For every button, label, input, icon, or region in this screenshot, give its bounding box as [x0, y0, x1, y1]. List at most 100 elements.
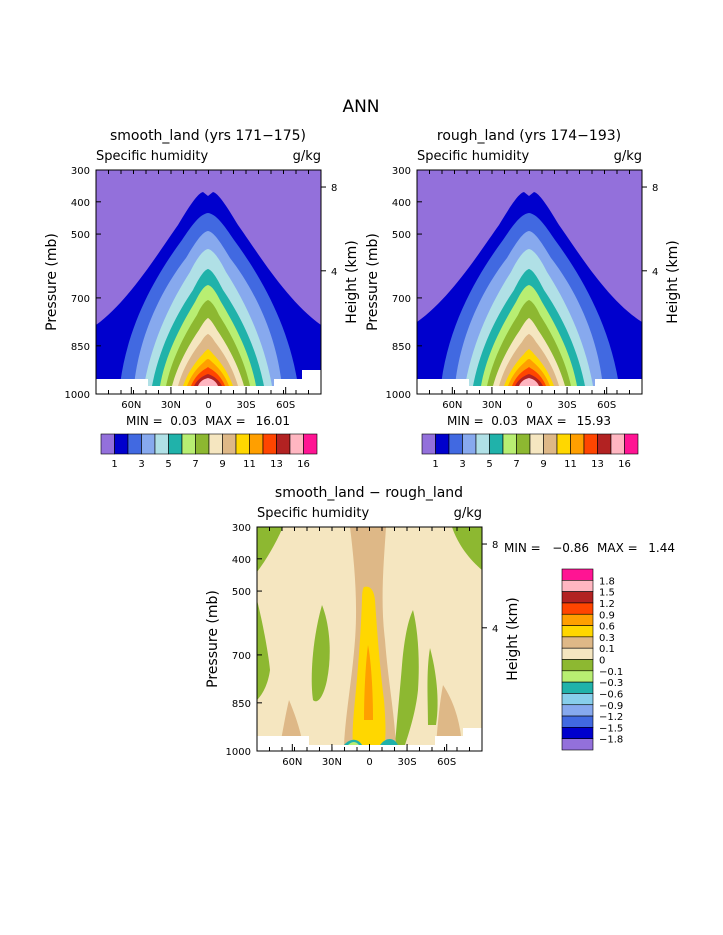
colorbar-swatch	[561, 738, 594, 751]
colorbar-label: −1.8	[599, 735, 623, 746]
colorbar-swatch	[516, 433, 531, 455]
colorbar-label: 11	[243, 459, 256, 470]
panel-units: g/kg	[454, 506, 482, 521]
y2-axis-label: Height (km)	[665, 240, 681, 323]
colorbar-swatch	[289, 433, 304, 455]
y-tick-label: 1000	[65, 390, 90, 401]
colorbar-swatch	[100, 433, 115, 455]
x-tick-label: 60S	[276, 400, 295, 411]
panel-subtitle: Specific humidity	[257, 506, 369, 521]
colorbar-label: 9	[219, 459, 225, 470]
stat-max-value: 1.44	[648, 541, 675, 555]
y-tick-label: 700	[71, 294, 90, 305]
contour-field	[96, 170, 321, 394]
colorbar-swatch	[561, 613, 594, 626]
stat-min-value: −0.86	[552, 541, 589, 555]
colorbar-swatch	[597, 433, 612, 455]
colorbar-label: 0	[599, 656, 605, 667]
contour-band	[348, 742, 359, 745]
y2-tick-label: 8	[652, 183, 658, 194]
missing-data-region	[274, 379, 302, 394]
panel-difference: smooth_land − rough_land Specific humidi…	[205, 485, 675, 752]
colorbar-label: 13	[591, 459, 604, 470]
x-tick-label: 60N	[121, 400, 141, 411]
x-tick-label: 30N	[482, 400, 502, 411]
panel-title: rough_land (yrs 174−193)	[437, 128, 621, 144]
x-tick-label: 0	[205, 400, 211, 411]
contour-band	[280, 700, 303, 745]
contour-band	[311, 605, 330, 702]
colorbar-label: −0.1	[599, 667, 623, 678]
colorbar-label: 0.1	[599, 644, 615, 655]
missing-data-region	[148, 386, 274, 394]
contour-band	[257, 527, 283, 572]
colorbar-swatch	[610, 433, 625, 455]
colorbar-swatch	[561, 704, 594, 717]
y-tick-label: 850	[71, 342, 90, 353]
colorbar-swatch	[561, 591, 594, 604]
y-tick-label: 1000	[226, 747, 251, 758]
stat-max-value: 16.01	[256, 414, 290, 428]
colorbar-swatch	[114, 433, 129, 455]
colorbar-label: −1.2	[599, 712, 623, 723]
stat-max-label: MAX =	[205, 414, 246, 428]
panel-subtitle: Specific humidity	[417, 149, 529, 164]
colorbar-swatch	[489, 433, 504, 455]
colorbar-swatch	[195, 433, 210, 455]
colorbar-swatch	[462, 433, 477, 455]
stat-min-label: MIN =	[504, 541, 541, 555]
stat-max-value: 15.93	[577, 414, 611, 428]
colorbar-swatch	[556, 433, 571, 455]
y-tick-label: 700	[392, 294, 411, 305]
contour-band	[519, 378, 539, 386]
colorbar-swatch	[561, 693, 594, 706]
y-tick-label: 500	[71, 230, 90, 241]
contour-band	[395, 610, 419, 745]
x-tick-label: 30N	[161, 400, 181, 411]
colorbar-label: 7	[513, 459, 519, 470]
stat-max-label: MAX =	[526, 414, 567, 428]
contour-band	[198, 378, 218, 386]
contour-band	[364, 645, 373, 720]
y2-tick-label: 4	[652, 267, 658, 278]
panel-title: smooth_land (yrs 171−175)	[110, 128, 306, 144]
y2-tick-label: 8	[492, 540, 498, 551]
colorbar-label: 0.3	[599, 633, 615, 644]
colorbar-swatch	[561, 727, 594, 739]
x-tick-label: 60S	[597, 400, 616, 411]
y-tick-label: 300	[232, 523, 251, 534]
colorbar-label: 7	[192, 459, 198, 470]
colorbar-swatch	[475, 433, 490, 455]
y2-axis-label: Height (km)	[344, 240, 360, 323]
colorbar-label: 5	[486, 459, 492, 470]
y-tick-label: 1000	[386, 390, 411, 401]
colorbar-label: 1	[111, 459, 117, 470]
colorbar-label: 3	[459, 459, 465, 470]
missing-data-region	[469, 386, 595, 394]
colorbar-label: −0.3	[599, 678, 623, 689]
colorbar-label: 0.9	[599, 610, 615, 621]
colorbar-label: −1.5	[599, 723, 623, 734]
x-tick-label: 30S	[558, 400, 577, 411]
y2-tick-label: 8	[331, 183, 337, 194]
colorbar-swatch	[448, 433, 463, 455]
colorbar-label: 1.5	[599, 588, 615, 599]
colorbar-label: 11	[564, 459, 577, 470]
missing-data-region	[595, 379, 642, 394]
colorbar-swatch	[561, 636, 594, 649]
colorbar-label: 1.8	[599, 576, 615, 587]
colorbar-swatch	[154, 433, 169, 455]
y-tick-label: 300	[392, 166, 411, 177]
colorbar-swatch	[561, 602, 594, 615]
contour-band	[427, 648, 438, 725]
panel-smooth-land: smooth_land (yrs 171−175) Specific humid…	[44, 128, 360, 428]
missing-data-region	[435, 736, 463, 751]
y-tick-label: 850	[232, 699, 251, 710]
colorbar-swatch	[249, 433, 264, 455]
colorbar-swatch	[570, 433, 585, 455]
colorbar-swatch	[168, 433, 183, 455]
y-axis-label: Pressure (mb)	[44, 233, 60, 331]
y-axis-label: Pressure (mb)	[365, 233, 381, 331]
